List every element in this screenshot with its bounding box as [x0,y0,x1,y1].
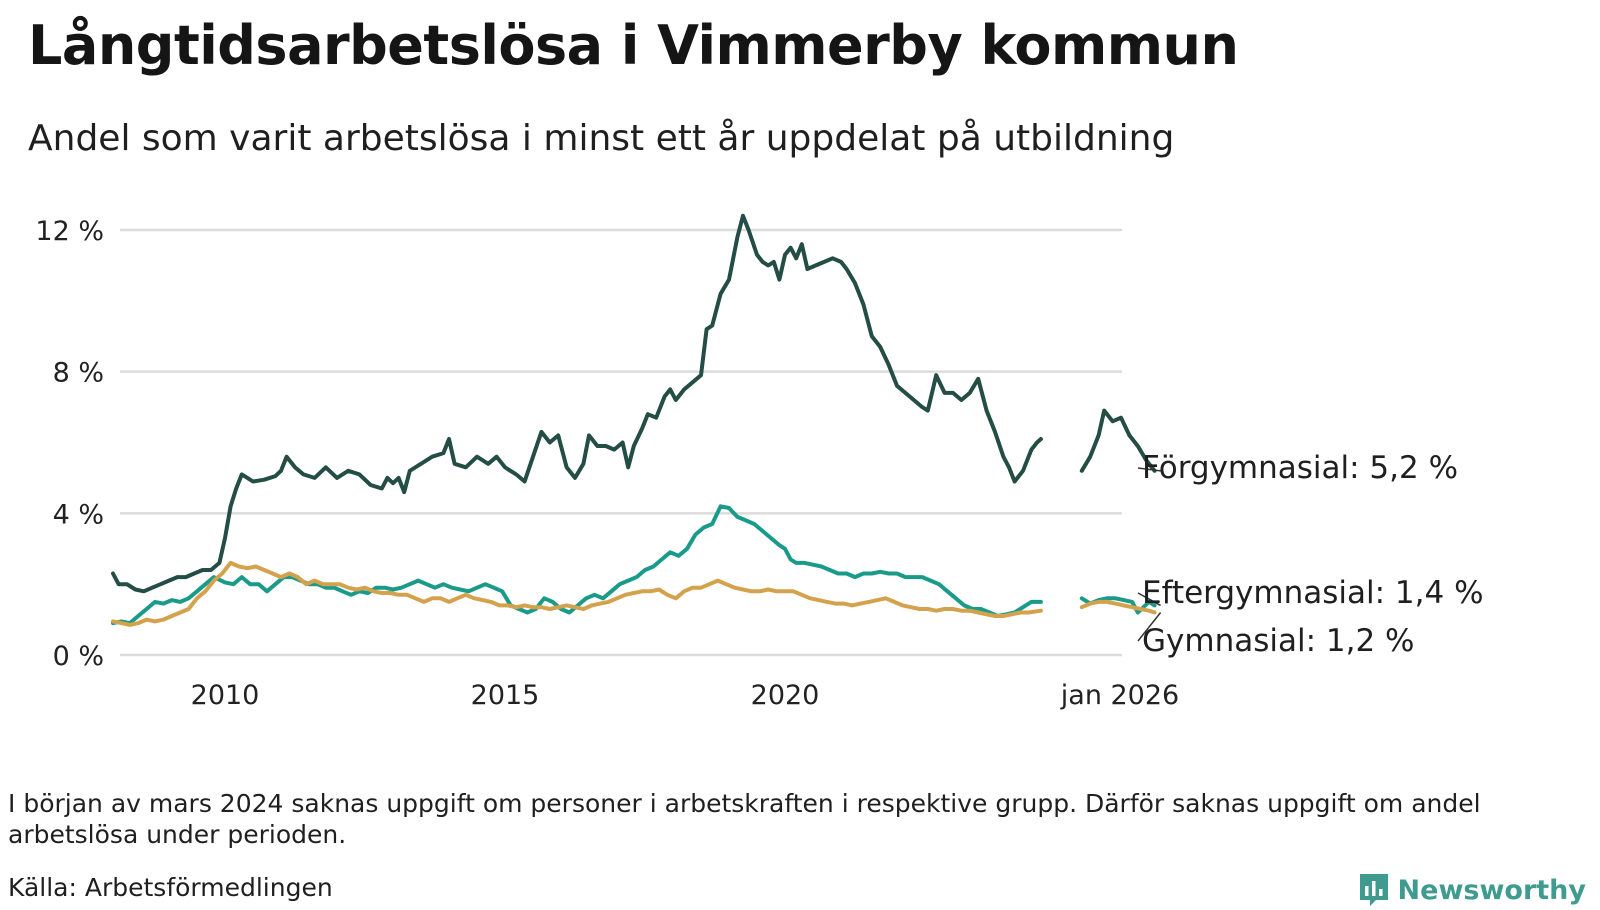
series-lines [111,213,1157,627]
series-line-eftergymnasial [111,504,1157,626]
x-tick-label: 2020 [751,680,820,711]
y-tick-label: 0 % [53,641,104,672]
chart-title: Långtidsarbetslösa i Vimmerby kommun [28,14,1239,77]
brand[interactable]: Newsworthy [1358,870,1586,910]
y-tick-label: 4 % [53,499,104,530]
x-axis: 2010 2015 2020 jan 2026 [191,680,1180,711]
grid [120,228,1122,657]
footnote: I början av mars 2024 saknas uppgift om … [8,789,1481,849]
x-tick-label: 2015 [471,680,540,711]
y-tick-label: 8 % [53,358,104,389]
brand-name: Newsworthy [1397,874,1586,906]
y-axis: 0 % 4 % 8 % 12 % [35,216,104,672]
line-chart: 0 % 4 % 8 % 12 % 2010 2015 2020 jan 2026 Förgy… [35,213,1484,711]
label-leader [1137,612,1162,642]
series-label-förgymnasial: Förgymnasial: 5,2 % [1142,450,1458,486]
newsworthy-logo-icon [1359,874,1388,906]
chart-subtitle: Andel som varit arbetslösa i minst ett å… [28,118,1175,159]
series-label-gymnasial: Gymnasial: 1,2 % [1142,623,1415,659]
series-labels: Förgymnasial: 5,2 % Eftergymnasial: 1,4 %… [1137,450,1484,659]
label-leader [1137,592,1161,607]
y-tick-label: 12 % [35,216,104,247]
label-leader [1137,467,1161,472]
x-tick-label: jan 2026 [1060,680,1179,711]
series-line-förgymnasial [111,213,1157,594]
x-tick-label: 2010 [191,680,260,711]
source-text: Källa: Arbetsförmedlingen [8,873,333,902]
series-line-gymnasial [111,560,1157,627]
series-label-eftergymnasial: Eftergymnasial: 1,4 % [1142,575,1484,611]
